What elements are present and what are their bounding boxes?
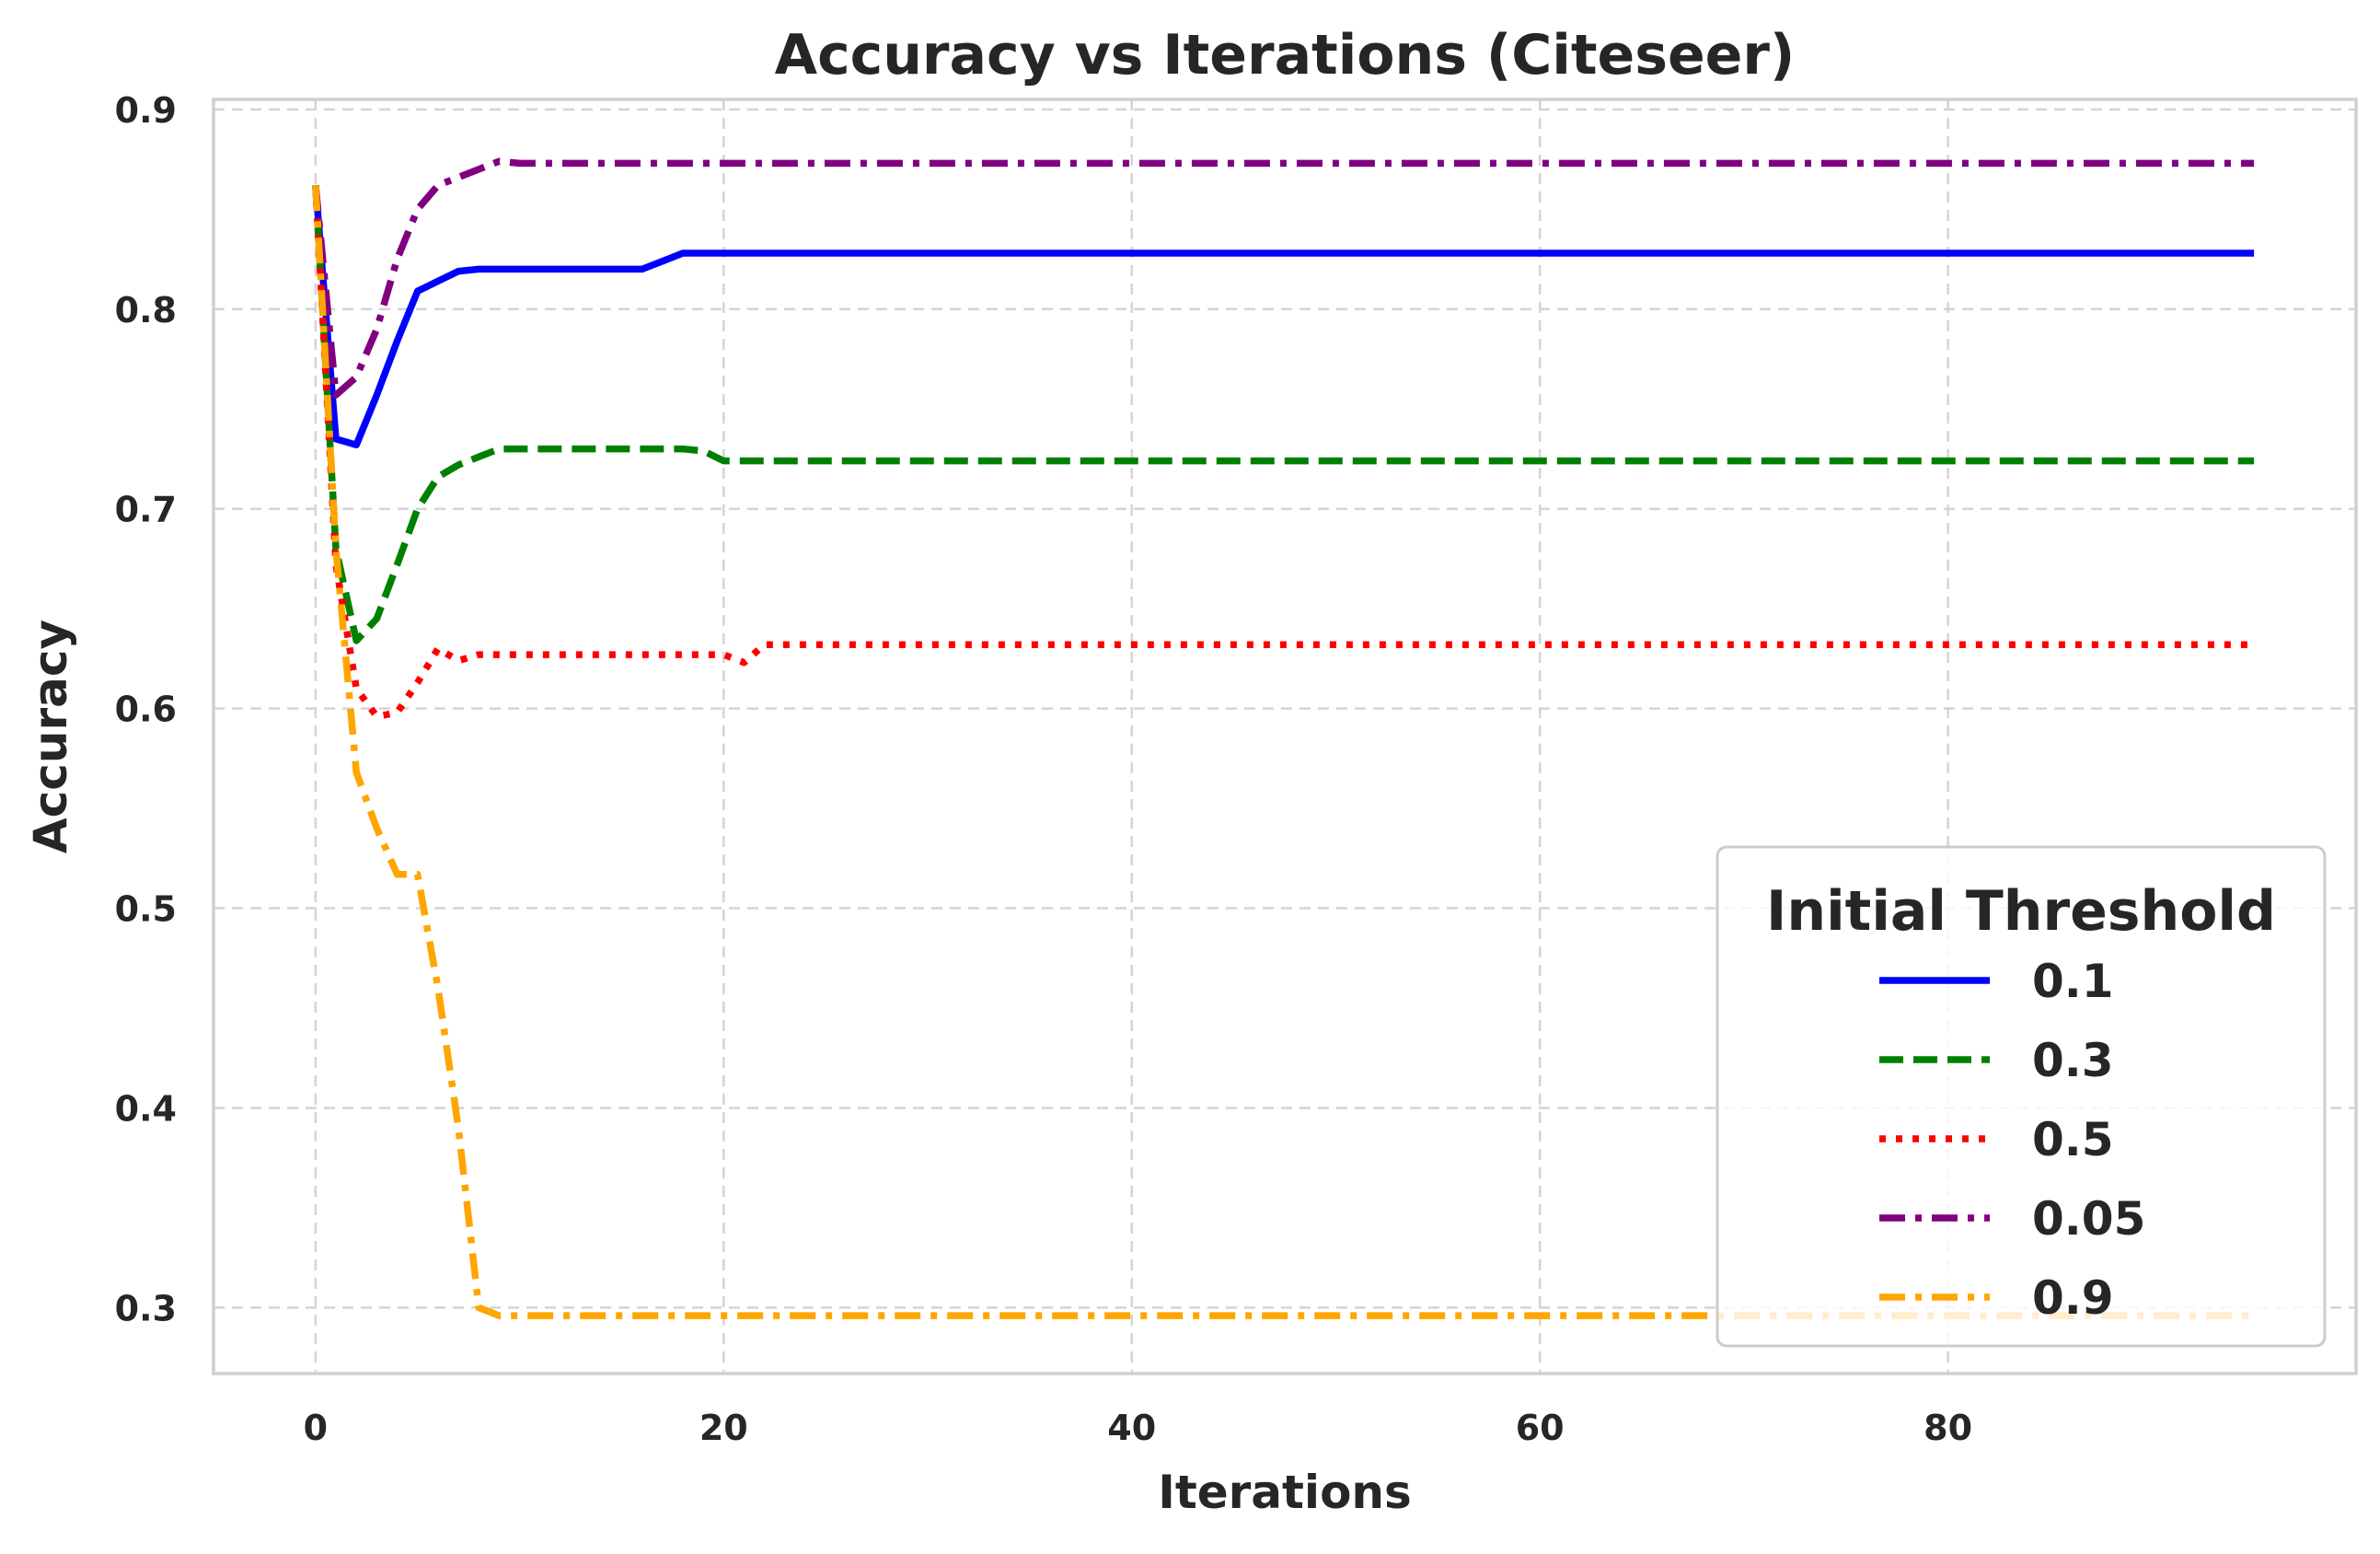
x-axis-title: Iterations xyxy=(1158,1466,1412,1519)
y-axis-title: Accuracy xyxy=(24,620,77,853)
chart-title: Accuracy vs Iterations (Citeseer) xyxy=(775,23,1796,87)
y-tick-label: 0.5 xyxy=(115,889,177,930)
y-tick-label: 0.3 xyxy=(115,1288,177,1328)
y-tick-label: 0.9 xyxy=(115,90,177,131)
legend-label-0-5: 0.5 xyxy=(2032,1113,2114,1166)
legend-label-0-05: 0.05 xyxy=(2032,1192,2145,1246)
series-line-0-3 xyxy=(312,185,2255,644)
x-tick-label: 20 xyxy=(699,1408,748,1448)
legend-label-0-9: 0.9 xyxy=(2032,1271,2114,1325)
series-group xyxy=(312,157,2255,1319)
x-tick-label: 80 xyxy=(1924,1408,1972,1448)
x-tick-label: 40 xyxy=(1107,1408,1156,1448)
legend-title: Initial Threshold xyxy=(1766,879,2276,944)
grid xyxy=(214,99,2356,1374)
x-tick-label: 0 xyxy=(304,1408,328,1448)
y-tick-label: 0.7 xyxy=(115,490,177,530)
legend-label-0-3: 0.3 xyxy=(2032,1034,2114,1087)
legend-box xyxy=(1716,845,2327,1348)
series-line-0-5 xyxy=(312,185,2255,721)
series-line-0-1 xyxy=(312,185,2255,449)
series-line-0-05 xyxy=(312,157,2255,399)
series-line-0-9 xyxy=(312,185,2255,1319)
legend: Initial Threshold 0.1 0.3 0.5 0.05 0.9 xyxy=(1716,845,2327,1348)
y-tick-label: 0.4 xyxy=(115,1088,177,1129)
legend-label-0-1: 0.1 xyxy=(2032,955,2114,1008)
y-tick-label: 0.8 xyxy=(115,290,177,331)
plot-area-frame xyxy=(212,98,2358,1375)
tick-labels: 0 20 40 60 80 0.3 0.4 0.5 0.6 0.7 0.8 0.9 xyxy=(115,90,1972,1448)
legend-items: 0.1 0.3 0.5 0.05 0.9 xyxy=(1879,955,2145,1325)
x-tick-label: 60 xyxy=(1516,1408,1565,1448)
y-tick-label: 0.6 xyxy=(115,690,177,730)
